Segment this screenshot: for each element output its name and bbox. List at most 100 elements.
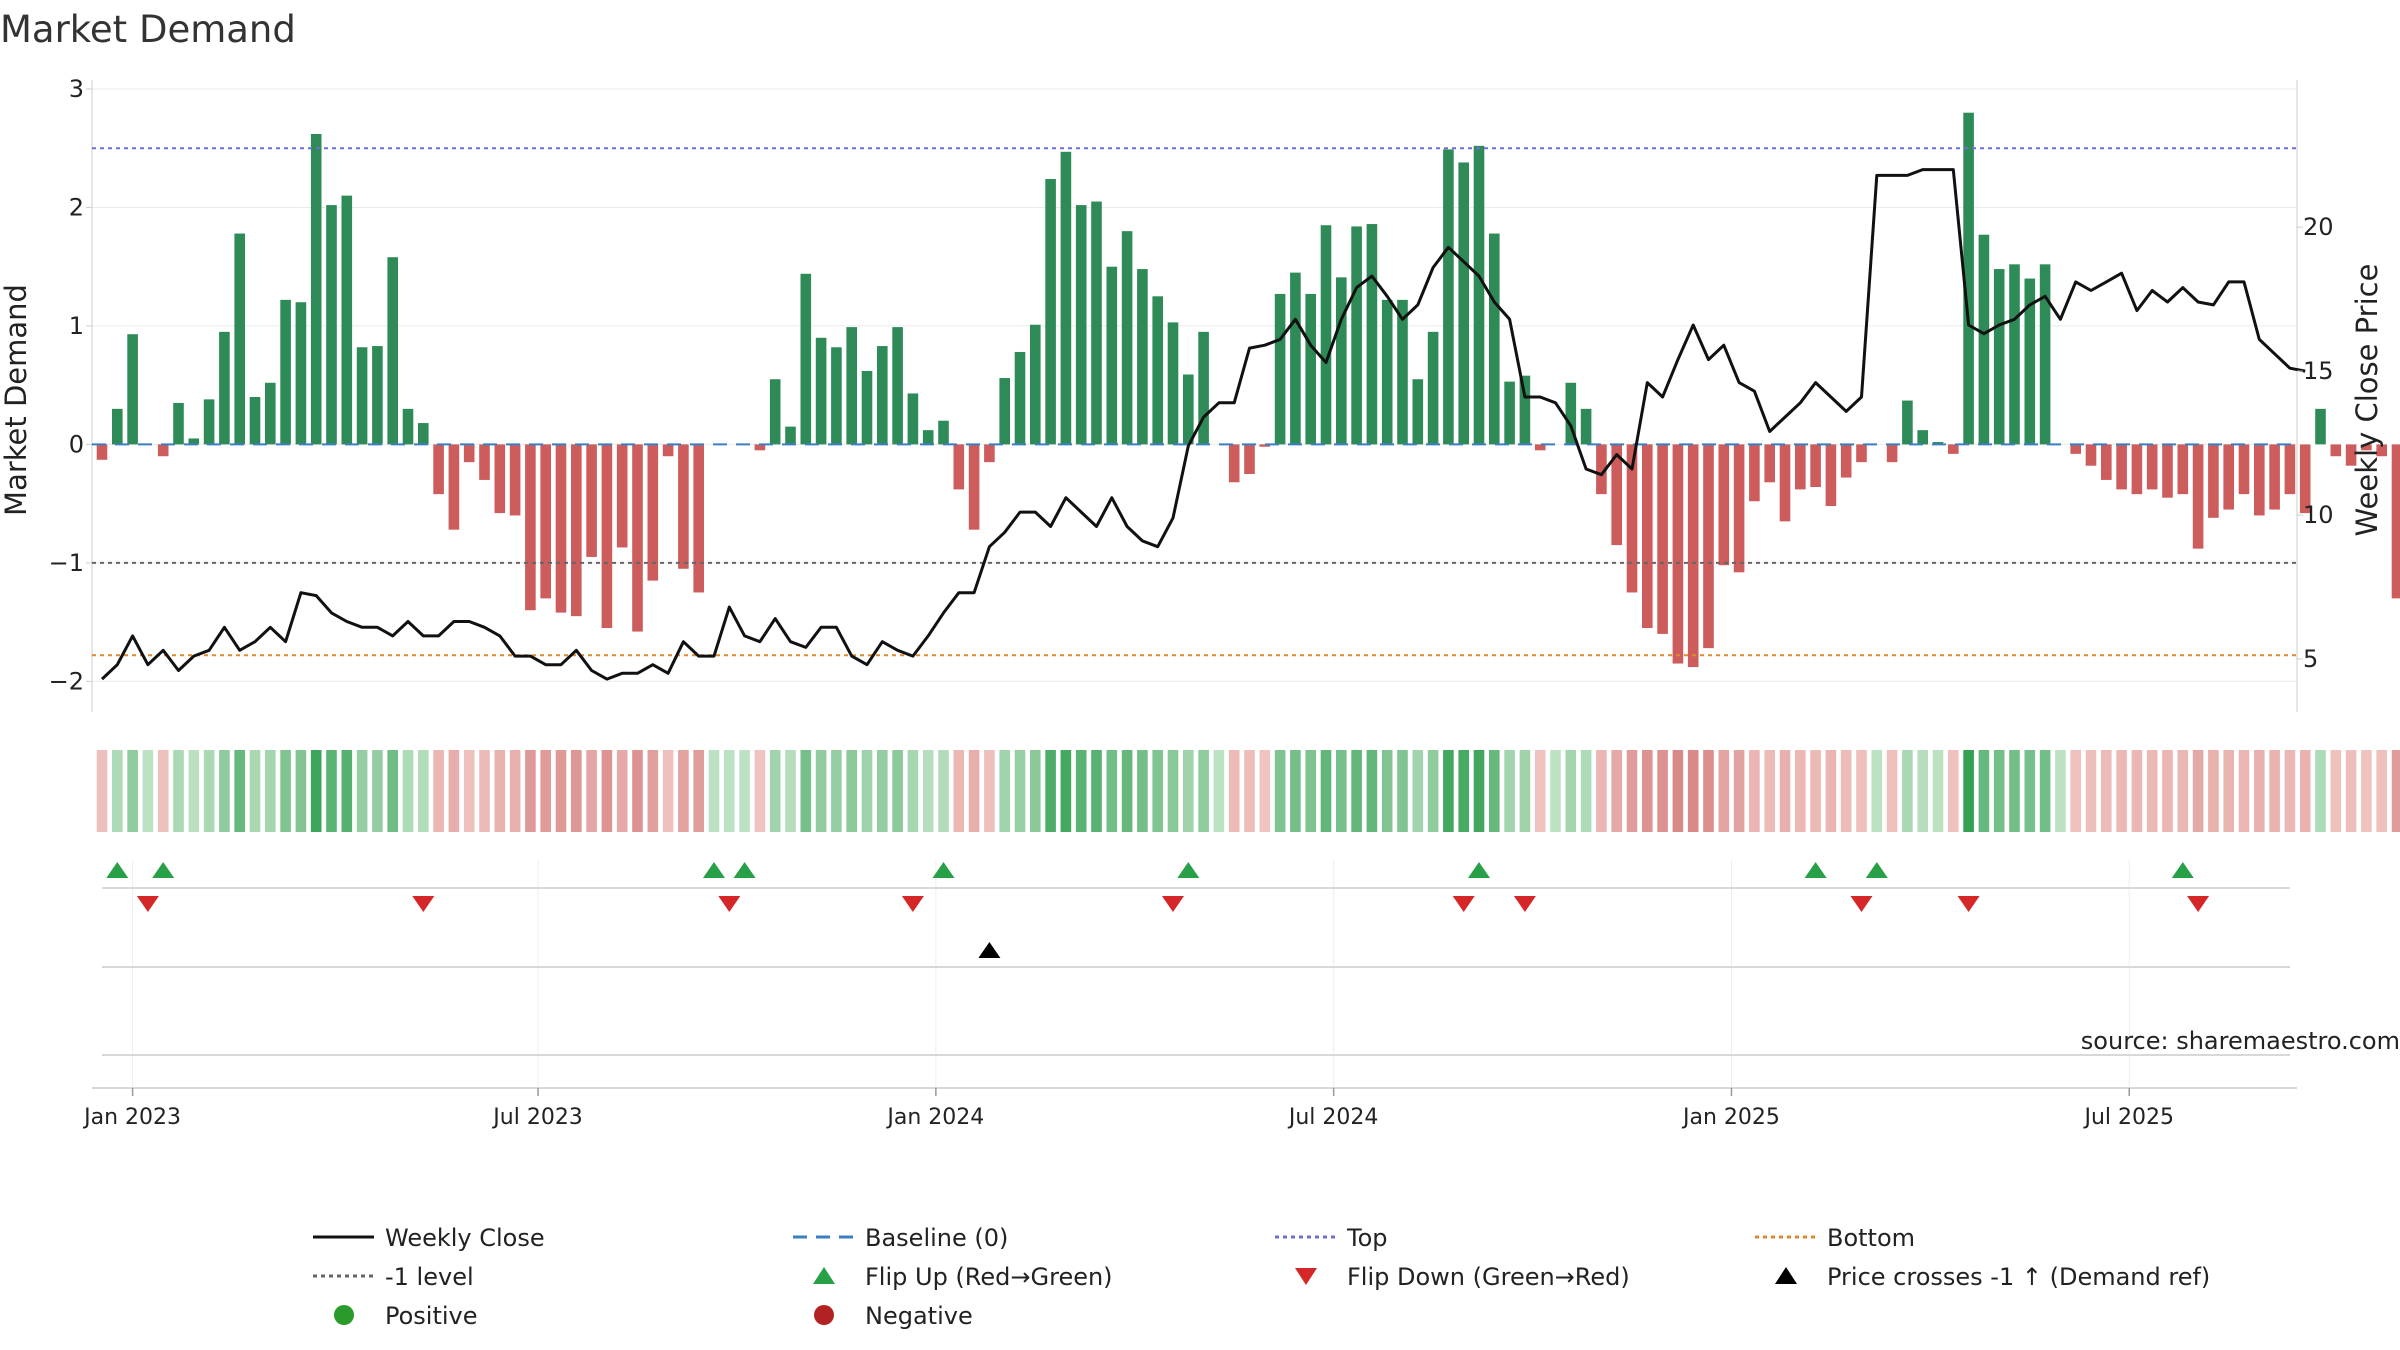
negative-bar: [1779, 444, 1791, 522]
positive-bar: [1336, 277, 1347, 445]
heatmap-cell: [2345, 750, 2357, 832]
heatmap-cell: [1733, 750, 1745, 832]
heatmap-cell: [1381, 750, 1393, 832]
positive-bar: [188, 438, 200, 445]
heatmap-cell: [1030, 750, 1041, 832]
x-tick-label: Jul 2025: [2082, 1105, 2174, 1130]
heatmap-cell: [494, 750, 506, 832]
heatmap-cell: [662, 750, 674, 832]
negative-bar: [494, 444, 506, 514]
flip-up-marker: [733, 862, 756, 878]
legend-swatch: [1775, 1267, 1797, 1284]
heatmap-cell: [2162, 750, 2173, 832]
heatmap-cell: [1948, 750, 1959, 832]
heatmap-cell: [1672, 750, 1684, 832]
right-tick-label: 20: [2303, 213, 2334, 241]
x-tick-label: Jan 2023: [82, 1105, 181, 1130]
positive-bar: [800, 273, 812, 445]
positive-bar: [295, 302, 307, 445]
positive-bar: [1489, 233, 1500, 445]
positive-bar: [356, 347, 368, 445]
heatmap-cell: [1075, 750, 1087, 832]
negative-bar: [509, 444, 521, 516]
heatmap-cell: [1014, 750, 1026, 832]
heatmap-cell: [356, 750, 368, 832]
negative-bar: [2208, 444, 2219, 518]
negative-bar: [2299, 444, 2311, 514]
heatmap-cell: [2146, 750, 2158, 832]
heatmap-cell: [2330, 750, 2342, 832]
positive-bar: [1427, 331, 1439, 445]
positive-bar: [1152, 296, 1163, 445]
positive-bar: [372, 346, 383, 445]
heatmap-cell: [2391, 750, 2400, 832]
legend-label: Bottom: [1827, 1224, 1915, 1252]
heatmap-cell: [1519, 750, 1531, 832]
heatmap-cell: [1580, 750, 1592, 832]
negative-bar: [2223, 444, 2234, 510]
right-tick-label: 5: [2303, 645, 2318, 673]
heatmap-cell: [846, 750, 857, 832]
heatmap-cell: [800, 750, 812, 832]
legend-item: Bottom: [1755, 1224, 1915, 1252]
heatmap-cell: [96, 750, 108, 832]
negative-bar: [1825, 444, 1837, 506]
negative-bar: [2376, 444, 2387, 457]
heatmap-cell: [1473, 750, 1485, 832]
heatmap-cell: [647, 750, 659, 832]
heatmap-cell: [2361, 750, 2372, 832]
flip-up-marker: [1865, 862, 1888, 878]
heatmap-cell: [280, 750, 291, 832]
negative-bar: [1749, 444, 1760, 502]
positive-bar: [1978, 234, 1990, 445]
positive-bar: [999, 378, 1010, 445]
heatmap-cell: [1305, 750, 1316, 832]
heatmap-cell: [326, 750, 337, 832]
positive-bar: [1106, 266, 1118, 445]
heatmap-cell: [2208, 750, 2219, 832]
heatmap-cell: [831, 750, 842, 832]
negative-bar: [1642, 444, 1653, 628]
grid: [92, 88, 2297, 1088]
heatmap-cell: [1825, 750, 1837, 832]
legend-label: Baseline (0): [865, 1224, 1008, 1252]
flip-down-marker: [136, 896, 159, 912]
heatmap-cell: [1779, 750, 1791, 832]
negative-bar: [953, 444, 965, 490]
negative-bar: [1672, 444, 1684, 664]
legend-label: -1 level: [385, 1263, 474, 1291]
negative-bar: [2085, 444, 2097, 466]
negative-bar: [2284, 444, 2296, 495]
demand-bars: [96, 112, 2400, 668]
heatmap-cell: [341, 750, 353, 832]
legend-label: Flip Up (Red→Green): [865, 1263, 1113, 1291]
heatmap-cell: [1657, 750, 1668, 832]
heatmap-cell: [2116, 750, 2127, 832]
negative-bar: [1626, 444, 1638, 593]
legend-item: Positive: [334, 1302, 478, 1330]
negative-bar: [2345, 444, 2357, 466]
positive-bar: [280, 299, 291, 445]
heatmap-cell: [112, 750, 123, 832]
heatmap-cell: [616, 750, 628, 832]
legend-label: Price crosses -1 ↑ (Demand ref): [1827, 1263, 2210, 1291]
negative-bar: [540, 444, 551, 599]
negative-bar: [678, 444, 689, 569]
heatmap-cell: [1565, 750, 1577, 832]
heatmap-cell: [678, 750, 689, 832]
positive-bar: [1932, 442, 1944, 445]
negative-bar: [448, 444, 460, 530]
positive-bar: [1030, 324, 1041, 445]
heatmap-cell: [1626, 750, 1638, 832]
negative-bar: [1611, 444, 1622, 546]
negative-bar: [2238, 444, 2250, 495]
heatmap-cell: [1718, 750, 1730, 832]
flip-down-marker: [1513, 896, 1536, 912]
heatmap-cell: [601, 750, 613, 832]
x-tick-label: Jul 2024: [1287, 1105, 1379, 1130]
heatmap-cell: [984, 750, 995, 832]
heatmap-cell: [1366, 750, 1378, 832]
heatmap-cell: [1840, 750, 1852, 832]
demand-heatmap-strip: [96, 750, 2400, 832]
legend-item: Price crosses -1 ↑ (Demand ref): [1775, 1263, 2210, 1291]
